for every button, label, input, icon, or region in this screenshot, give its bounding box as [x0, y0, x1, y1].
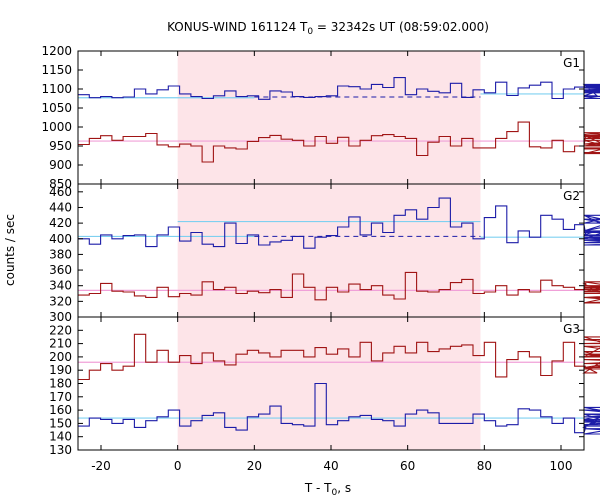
x-tick-label: 80 — [477, 459, 492, 473]
g2-y-tick-label: 440 — [49, 200, 72, 214]
x-tick-label: 20 — [247, 459, 262, 473]
g3-y-tick-label: 130 — [49, 443, 72, 457]
x-tick-label: -20 — [91, 459, 111, 473]
y-axis-title: counts / sec — [3, 214, 17, 286]
g3-y-tick-label: 140 — [49, 430, 72, 444]
g2-upper-series — [78, 197, 600, 249]
g1-y-tick-label: 850 — [49, 177, 72, 191]
x-tick-label: 60 — [400, 459, 415, 473]
g1-upper-series — [78, 77, 600, 100]
panel-label-g3: G3 — [563, 322, 580, 336]
shaded-interval-layer — [177, 51, 481, 450]
chart-title: KONUS-WIND 161124 T0 = 32342s UT (08:59:… — [167, 20, 489, 37]
g1-y-tick-label: 950 — [49, 139, 72, 153]
g3-y-tick-label: 210 — [49, 337, 72, 351]
g1-y-tick-label: 1050 — [41, 101, 72, 115]
g2-y-tick-label: 300 — [49, 310, 72, 324]
g2-y-tick-label: 360 — [49, 263, 72, 277]
g2-y-tick-label: 420 — [49, 216, 72, 230]
g2-y-tick-label: 400 — [49, 232, 72, 246]
g1-y-tick-label: 1200 — [41, 44, 72, 58]
x-tick-label: 40 — [323, 459, 338, 473]
g3-y-tick-label: 160 — [49, 403, 72, 417]
g3-y-tick-label: 150 — [49, 416, 72, 430]
g3-lower-series — [78, 333, 600, 381]
g2-y-tick-label: 340 — [49, 279, 72, 293]
g1-y-tick-label: 1100 — [41, 82, 72, 96]
x-tick-label: 100 — [550, 459, 573, 473]
x-axis-title: T - T0, s — [304, 481, 351, 498]
g3-y-tick-label: 200 — [49, 350, 72, 364]
panel-label-g1: G1 — [563, 56, 580, 70]
series-layer — [78, 77, 600, 435]
g3-upper-series — [78, 382, 600, 435]
g3-y-tick-label: 190 — [49, 363, 72, 377]
g1-lower-series — [78, 121, 600, 163]
x-tick-label: 0 — [174, 459, 182, 473]
g1-y-tick-label: 1000 — [41, 120, 72, 134]
g2-lower-series — [78, 271, 600, 304]
g1-y-tick-label: 1150 — [41, 63, 72, 77]
tick-layer: 85090095010001050110011501200G1300320340… — [41, 44, 584, 473]
g3-y-tick-label: 180 — [49, 377, 72, 391]
panel-label-g2: G2 — [563, 189, 580, 203]
g2-y-tick-label: 460 — [49, 185, 72, 199]
shaded-interval-g1 — [177, 51, 481, 184]
shaded-interval-g2 — [177, 184, 481, 317]
g1-y-tick-label: 900 — [49, 158, 72, 172]
g3-y-tick-label: 220 — [49, 323, 72, 337]
g2-y-tick-label: 320 — [49, 294, 72, 308]
g2-y-tick-label: 380 — [49, 247, 72, 261]
shaded-interval-g3 — [177, 317, 481, 450]
g3-y-tick-label: 170 — [49, 390, 72, 404]
